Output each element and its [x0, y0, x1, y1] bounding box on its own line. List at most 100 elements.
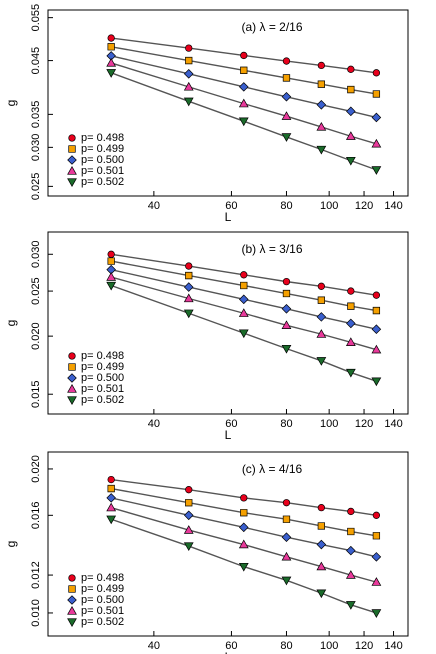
data-point: [238, 329, 249, 339]
data-point: [183, 525, 194, 534]
x-tick-label: 120: [355, 200, 373, 212]
plot-frame: [47, 451, 409, 637]
y-axis-label: g: [4, 541, 18, 548]
y-tick-label: 0.010: [30, 599, 42, 627]
data-point: [372, 532, 381, 540]
x-tick-label: 140: [384, 200, 402, 212]
data-point: [317, 522, 326, 530]
y-tick-label: 0.035: [30, 101, 42, 129]
data-point: [106, 69, 117, 78]
x-tick-label: 120: [355, 640, 373, 652]
x-tick-label: 140: [384, 418, 402, 430]
x-tick-label: 100: [320, 200, 338, 212]
data-point: [282, 57, 291, 65]
data-point: [106, 493, 116, 503]
y-tick-label: 0.055: [30, 4, 42, 32]
data-point: [240, 494, 248, 502]
legend-label: p= 0.499: [81, 143, 124, 155]
legend-label: p= 0.500: [81, 594, 124, 606]
data-point: [183, 293, 194, 303]
data-point: [345, 601, 356, 610]
data-point: [347, 302, 355, 310]
data-point: [347, 527, 355, 536]
data-point: [238, 98, 249, 108]
data-point: [107, 484, 115, 493]
x-tick-label: 60: [225, 200, 237, 212]
legend-marker: [67, 165, 77, 175]
data-point: [372, 69, 381, 77]
data-point: [345, 131, 356, 140]
data-point: [281, 111, 292, 120]
data-point: [281, 91, 292, 102]
data-point: [281, 320, 292, 329]
data-point: [281, 576, 292, 586]
data-point: [371, 577, 382, 586]
legend-marker: [68, 134, 76, 142]
data-point: [316, 357, 327, 366]
legend-marker: [67, 605, 77, 615]
data-point: [371, 138, 382, 148]
legend-label: p= 0.500: [81, 154, 124, 166]
data-point: [183, 69, 194, 79]
data-point: [106, 515, 117, 525]
legend-marker: [67, 178, 77, 188]
data-point: [240, 509, 248, 517]
legend-label: p= 0.501: [81, 605, 124, 617]
data-point: [238, 82, 249, 92]
y-tick-label: 0.030: [30, 241, 42, 269]
data-point: [371, 166, 382, 175]
data-point: [316, 589, 327, 599]
data-point: [240, 271, 248, 279]
chart-title: (a) λ = 2/16: [241, 20, 302, 34]
legend-marker: [67, 595, 77, 605]
x-tick-label: 40: [148, 418, 160, 430]
x-tick-label: 120: [355, 418, 373, 430]
data-point: [281, 133, 292, 142]
legend-marker: [67, 155, 77, 165]
data-point: [238, 522, 249, 533]
legend-marker: [67, 373, 77, 383]
y-tick-label: 0.025: [30, 173, 42, 201]
panel: 40 60 80 100 120 140 0.025 0.030 0.035 0.045 0.055…: [4, 4, 409, 224]
data-point: [185, 262, 193, 270]
chart-title: (c) λ = 4/16: [242, 462, 303, 476]
legend-label: p= 0.499: [81, 361, 124, 373]
legend-label: p= 0.498: [81, 132, 124, 144]
data-point: [371, 552, 382, 562]
data-point: [371, 377, 382, 387]
data-point: [281, 304, 292, 314]
y-axis-label: g: [4, 320, 18, 327]
legend-label: p= 0.501: [81, 383, 124, 395]
y-tick-label: 0.015: [30, 380, 42, 408]
data-point: [238, 562, 249, 572]
data-point: [316, 312, 327, 322]
data-point: [240, 66, 248, 74]
x-tick-label: 100: [320, 640, 338, 652]
data-point: [183, 542, 194, 552]
data-point: [183, 282, 194, 292]
x-tick-label: 80: [280, 418, 292, 430]
data-point: [107, 34, 115, 42]
legend-marker: [68, 145, 76, 153]
data-point: [238, 117, 249, 127]
data-point: [345, 570, 356, 579]
data-point: [371, 609, 382, 618]
data-point: [107, 250, 115, 258]
y-tick-label: 0.025: [30, 277, 42, 305]
data-point: [316, 539, 327, 550]
data-point: [316, 121, 327, 131]
data-point: [317, 282, 326, 290]
data-point: [281, 532, 292, 542]
data-point: [282, 278, 291, 286]
legend-marker: [68, 363, 76, 371]
data-point: [347, 85, 355, 94]
y-tick-label: 0.020: [30, 455, 42, 483]
data-point: [281, 344, 292, 354]
legend-marker: [68, 585, 76, 593]
legend-marker: [67, 618, 77, 628]
x-axis-label: L: [225, 428, 232, 442]
data-point: [347, 65, 355, 73]
data-point: [317, 504, 326, 512]
data-point: [238, 294, 249, 305]
